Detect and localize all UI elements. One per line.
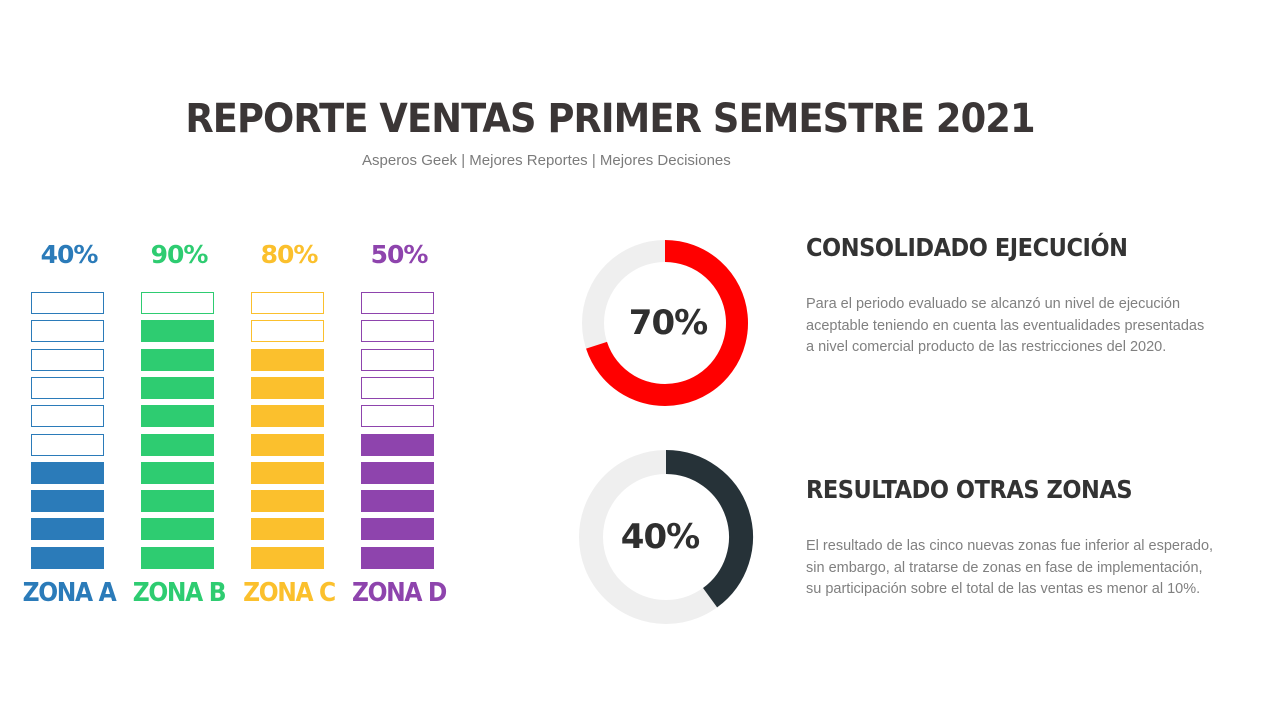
zone-c-percent: 80% (260, 240, 319, 269)
section-text-consolidado: Para el periodo evaluado se alcanzó un n… (806, 294, 1256, 359)
consolidado-donut-chart (582, 240, 748, 406)
bar-segment (251, 490, 324, 513)
zone-a-percent: 40% (40, 240, 99, 269)
bar-segment (361, 518, 434, 541)
otras-zonas-donut-chart (579, 450, 753, 624)
bar-segment (251, 376, 324, 399)
page-title: REPORTE VENTAS PRIMER SEMESTRE 2021 (185, 96, 1035, 142)
bar-segment (251, 405, 324, 428)
text-line: sin embargo, al tratarse de zonas en fas… (806, 559, 1203, 576)
text-line: El resultado de las cinco nuevas zonas f… (806, 538, 1214, 554)
bar-segment (141, 405, 214, 428)
bar-segment (31, 405, 104, 428)
donut-arc (586, 240, 748, 406)
bar-segment (31, 433, 104, 456)
bar-segment (31, 546, 104, 569)
bar-segment (251, 546, 324, 569)
bar-segment (141, 376, 214, 399)
zone-a-label: ZONA A (22, 578, 117, 608)
bar-segment (251, 518, 324, 541)
section-text-otras-zonas: El resultado de las cinco nuevas zonas f… (806, 536, 1256, 601)
bar-segment (31, 348, 104, 371)
bar-segment (141, 490, 214, 513)
bar-segment (361, 433, 434, 456)
otras-zonas-percent: 40% (620, 517, 700, 557)
zone-b-label: ZONA B (132, 578, 227, 608)
bar-segment (31, 461, 104, 484)
bar-segment (31, 518, 104, 541)
bar-segment (141, 433, 214, 456)
page-subtitle: Asperos Geek | Mejores Reportes | Mejore… (362, 152, 731, 169)
text-line: Para el periodo evaluado se alcanzó un n… (806, 296, 1181, 312)
bar-segment (141, 320, 214, 343)
text-line: su participación sobre el total de las v… (806, 581, 1201, 597)
bar-segment (361, 292, 434, 314)
bar-segment (251, 461, 324, 484)
bar-segment (251, 320, 324, 343)
zone-c-label: ZONA C (243, 578, 336, 608)
section-heading-consolidado: CONSOLIDADO EJECUCIÓN (806, 233, 1128, 262)
bar-segment (141, 348, 214, 371)
bar-segment (141, 292, 214, 314)
bar-segment (251, 433, 324, 456)
bar-segment (361, 376, 434, 399)
zone-d-label: ZONA D (351, 578, 447, 608)
bar-segment (31, 292, 104, 314)
text-line: a nivel comercial producto de las restri… (806, 339, 1167, 355)
section-heading-otras-zonas: RESULTADO OTRAS ZONAS (806, 475, 1133, 504)
consolidado-percent: 70% (628, 303, 708, 343)
bar-segment (31, 376, 104, 399)
bar-segment (361, 348, 434, 371)
bar-segment (361, 490, 434, 513)
bar-segment (141, 461, 214, 484)
bar-segment (31, 320, 104, 343)
donut-arc (665, 450, 753, 608)
bar-segment (361, 405, 434, 428)
bar-segment (361, 461, 434, 484)
bar-segment (361, 320, 434, 343)
zone-b-percent: 90% (150, 240, 209, 269)
text-line: aceptable teniendo en cuenta las eventua… (806, 317, 1205, 334)
bar-segment (361, 546, 434, 569)
bar-segment (141, 546, 214, 569)
bar-segment (141, 518, 214, 541)
bar-segment (251, 292, 324, 314)
zone-d-percent: 50% (370, 240, 429, 269)
bar-segment (31, 490, 104, 513)
bar-segment (251, 348, 324, 371)
